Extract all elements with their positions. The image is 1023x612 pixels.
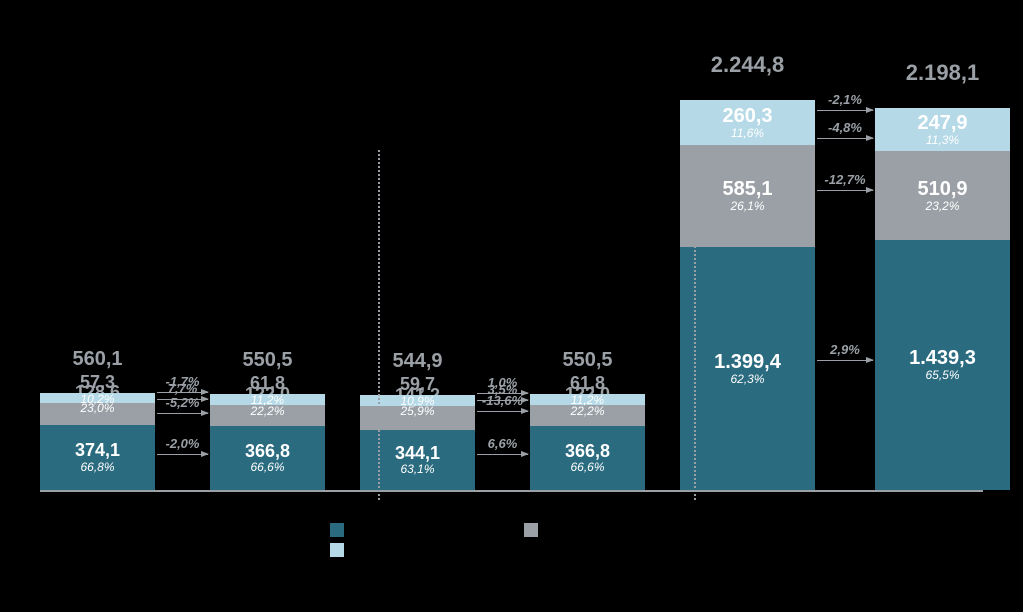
bar-group: 374,166,8%128,623,0%57,310,2%560,1366,86… bbox=[40, 100, 340, 490]
bar-segment: 366,866,6% bbox=[530, 426, 645, 490]
group-divider bbox=[694, 150, 696, 500]
segment-percent: 26,1% bbox=[730, 200, 764, 213]
arrow-label: -12,7% bbox=[817, 172, 873, 187]
bar-segment: 1.439,365,5% bbox=[875, 240, 1010, 490]
segment-value: 344,1 bbox=[395, 444, 440, 464]
arrow-label: 2,9% bbox=[817, 342, 873, 357]
group-divider bbox=[378, 150, 380, 500]
bar-segment: 247,911,3% bbox=[875, 108, 1010, 151]
segment-percent: 10,2% bbox=[80, 393, 114, 406]
segment-value: 366,8 bbox=[565, 442, 610, 462]
change-arrow: -13,6% bbox=[477, 411, 528, 412]
segment-percent: 63,1% bbox=[400, 463, 434, 476]
x-axis-line bbox=[40, 490, 983, 492]
arrow-label: -4,8% bbox=[817, 120, 873, 135]
bar-segment: 585,126,1% bbox=[680, 145, 815, 247]
segment-percent: 23,2% bbox=[925, 200, 959, 213]
segment-value: 366,8 bbox=[245, 442, 290, 462]
change-arrow: 6,6% bbox=[477, 454, 528, 455]
bar-segment: 260,311,6% bbox=[680, 100, 815, 145]
change-arrow: -4,8% bbox=[817, 138, 873, 139]
change-arrow: 2,9% bbox=[817, 360, 873, 361]
arrow-line bbox=[477, 411, 528, 412]
segment-value: 1.439,3 bbox=[909, 347, 976, 369]
segment-value: 57,3 bbox=[80, 373, 115, 393]
bar-segment: 122,022,2% bbox=[530, 405, 645, 426]
bar-total-label: 560,1 bbox=[40, 348, 155, 371]
segment-percent: 65,5% bbox=[925, 369, 959, 382]
segment-percent: 66,6% bbox=[570, 461, 604, 474]
stacked-bar: 374,166,8%128,623,0%57,310,2%560,1 bbox=[40, 393, 155, 490]
change-arrow: -12,7% bbox=[817, 190, 873, 191]
arrow-label: -5,2% bbox=[157, 395, 208, 410]
arrow-label: 7,7% bbox=[157, 381, 208, 396]
segment-percent: 66,8% bbox=[80, 461, 114, 474]
segment-percent: 11,6% bbox=[731, 127, 764, 140]
segment-value: 61,8 bbox=[570, 374, 605, 394]
bar-segment: 1.399,462,3% bbox=[680, 247, 815, 490]
arrow-line bbox=[817, 360, 873, 361]
segment-value: 61,8 bbox=[250, 374, 285, 394]
arrow-label: -2,1% bbox=[817, 92, 873, 107]
arrow-label: 6,6% bbox=[477, 436, 528, 451]
change-arrow: -2,0% bbox=[157, 454, 208, 455]
stacked-bar: 1.399,462,3%585,126,1%260,311,6%2.244,8 bbox=[680, 100, 815, 490]
bar-total-label: 2.198,1 bbox=[875, 60, 1010, 86]
segment-percent: 10,9% bbox=[400, 395, 434, 408]
arrow-line bbox=[817, 138, 873, 139]
segment-value: 59,7 bbox=[400, 375, 435, 395]
segment-percent: 11,3% bbox=[926, 134, 959, 147]
stacked-bar: 366,866,6%122,022,2%61,811,2%550,5 bbox=[210, 394, 325, 490]
segment-value: 260,3 bbox=[722, 105, 772, 127]
arrow-label: -2,0% bbox=[157, 436, 208, 451]
bar-segment: 366,866,6% bbox=[210, 426, 325, 490]
bar-segment: 57,310,2% bbox=[40, 393, 155, 403]
segment-percent: 11,2% bbox=[251, 394, 284, 407]
legend bbox=[330, 523, 538, 557]
bar-group: 1.399,462,3%585,126,1%260,311,6%2.244,81… bbox=[680, 100, 1000, 490]
arrow-line bbox=[817, 190, 873, 191]
bar-segment: 128,623,0% bbox=[40, 403, 155, 425]
segment-percent: 62,3% bbox=[730, 373, 764, 386]
arrow-line bbox=[157, 454, 208, 455]
segment-value: 374,1 bbox=[75, 441, 120, 461]
bar-segment: 374,166,8% bbox=[40, 425, 155, 490]
segment-value: 247,9 bbox=[917, 112, 967, 134]
bar-total-label: 550,5 bbox=[210, 349, 325, 372]
change-arrow: -2,1% bbox=[817, 110, 873, 111]
segment-percent: 11,2% bbox=[571, 394, 604, 407]
legend-swatch-middle bbox=[524, 523, 538, 537]
bar-segment: 61,811,2% bbox=[530, 394, 645, 405]
segment-percent: 66,6% bbox=[250, 461, 284, 474]
legend-swatch-bottom bbox=[330, 523, 344, 537]
bar-segment: 122,022,2% bbox=[210, 405, 325, 426]
legend-swatch-top bbox=[330, 543, 344, 557]
stacked-bar: 366,866,6%122,022,2%61,811,2%550,5 bbox=[530, 394, 645, 490]
legend-row bbox=[330, 523, 538, 537]
bar-segment: 61,811,2% bbox=[210, 394, 325, 405]
bar-segment: 510,923,2% bbox=[875, 151, 1010, 240]
stacked-bar: 1.439,365,5%510,923,2%247,911,3%2.198,1 bbox=[875, 108, 1010, 490]
segment-value: 1.399,4 bbox=[714, 351, 781, 373]
bar-total-label: 550,5 bbox=[530, 349, 645, 372]
chart-plot-area: 374,166,8%128,623,0%57,310,2%560,1366,86… bbox=[40, 100, 983, 490]
arrow-line bbox=[477, 454, 528, 455]
segment-value: 585,1 bbox=[722, 178, 772, 200]
change-arrow: -5,2% bbox=[157, 413, 208, 414]
segment-value: 510,9 bbox=[917, 178, 967, 200]
arrow-label: -13,6% bbox=[477, 393, 528, 408]
arrow-line bbox=[817, 110, 873, 111]
legend-row bbox=[330, 543, 538, 557]
bar-group: 344,163,1%141,225,9%59,710,9%544,9366,86… bbox=[360, 100, 660, 490]
arrow-line bbox=[157, 413, 208, 414]
bar-total-label: 2.244,8 bbox=[680, 52, 815, 78]
